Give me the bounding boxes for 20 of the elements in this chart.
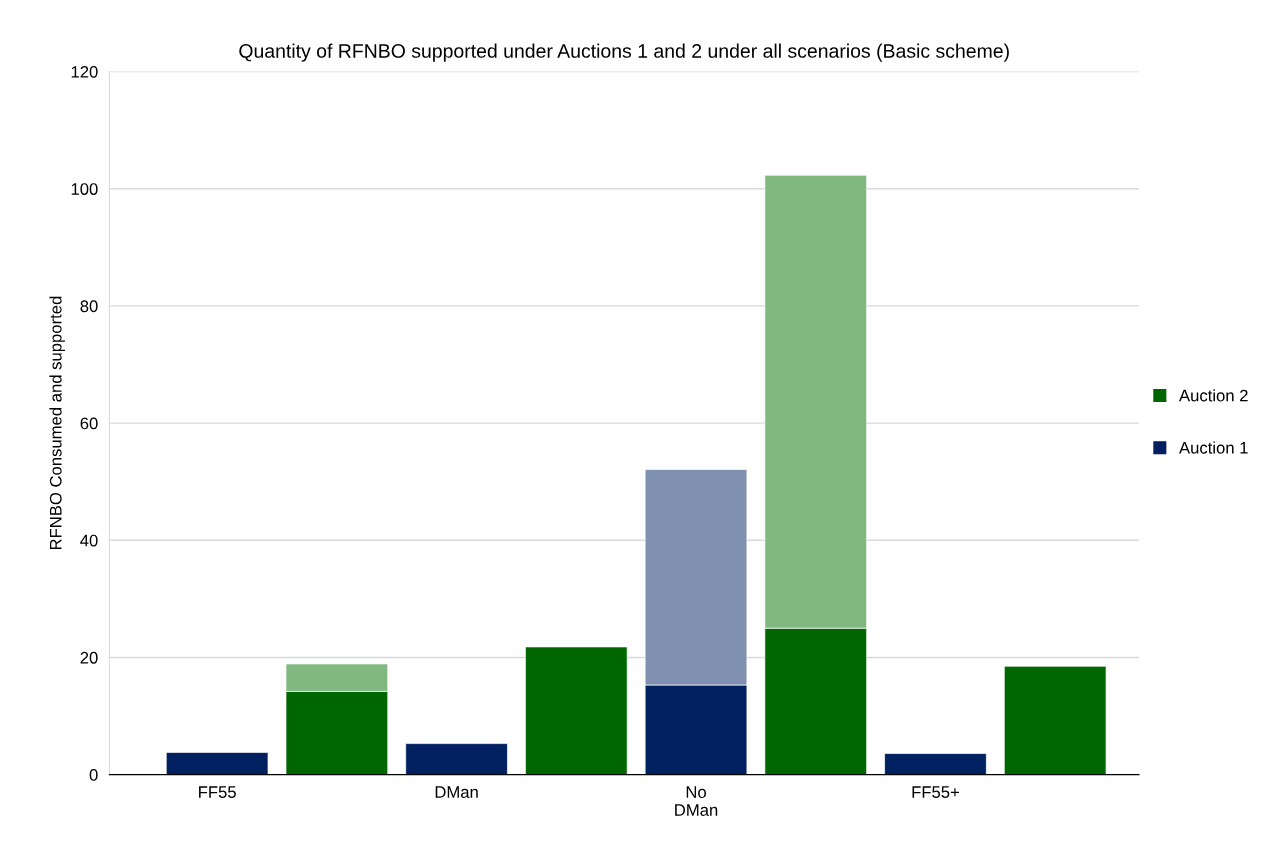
chart-title: Quantity of RFNBO supported under Auctions 1 and 2 under all scenarios (Basic scheme) bbox=[239, 43, 1009, 62]
x-tick-label: FF55 bbox=[199, 786, 236, 798]
y-tick-label: 40 bbox=[80, 534, 98, 547]
bar bbox=[1003, 665, 1107, 775]
bar bbox=[525, 646, 628, 775]
bar bbox=[884, 753, 987, 775]
y-tick-label: 20 bbox=[80, 651, 98, 664]
legend-label: Auction 2 bbox=[1179, 389, 1248, 402]
y-tick-label: 60 bbox=[80, 417, 98, 430]
x-tick-label: FF55+ bbox=[912, 786, 959, 798]
bar bbox=[165, 752, 269, 775]
y-tick-label: 120 bbox=[71, 65, 98, 78]
x-tick-label: DMan bbox=[435, 786, 478, 798]
x-tick-label: No DMan bbox=[675, 786, 718, 816]
y-tick-label: 0 bbox=[89, 769, 98, 781]
y-tick-label: 100 bbox=[71, 183, 98, 195]
y-tick-label: 80 bbox=[80, 300, 98, 313]
bar bbox=[405, 743, 508, 775]
y-axis-title: RFNBO Consumed and supported bbox=[49, 296, 65, 550]
legend-label: Auction 1 bbox=[1179, 441, 1248, 454]
